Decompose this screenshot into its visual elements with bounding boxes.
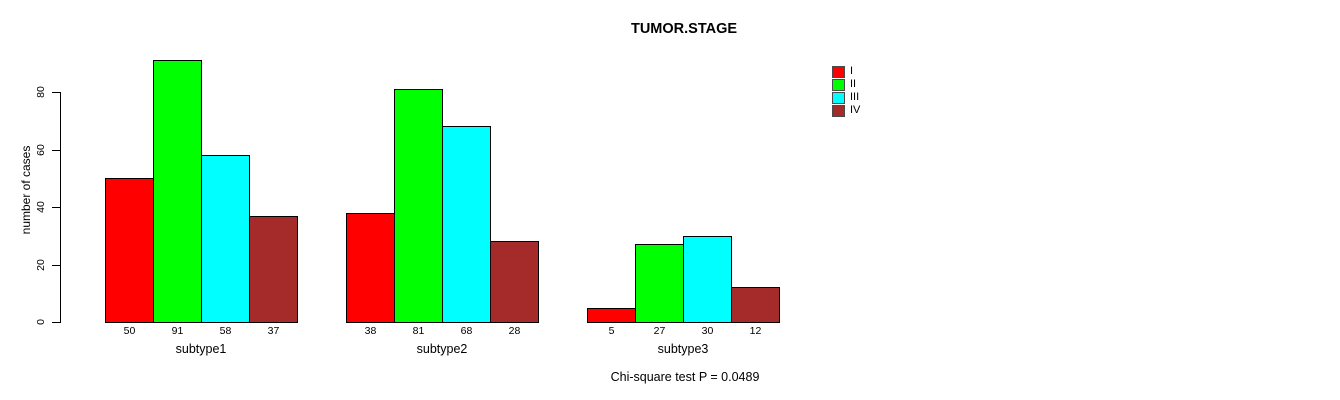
legend-swatch-IV	[832, 104, 845, 117]
chart-title: TUMOR.STAGE	[630, 21, 738, 37]
legend-label: II	[850, 78, 857, 90]
bar-subtype3-III	[683, 236, 732, 323]
y-axis-label: number of cases	[19, 145, 33, 235]
y-tick-label: 60	[35, 144, 47, 156]
legend-label: IV	[850, 104, 861, 116]
bar-subtype3-I	[587, 308, 636, 323]
bar-value-label: 37	[267, 325, 280, 337]
bar-subtype1-III	[201, 155, 250, 323]
bar-subtype3-IV	[731, 287, 780, 323]
bar-value-label: 30	[701, 325, 714, 337]
legend: I II III IV	[832, 65, 860, 117]
y-tick-label: 80	[35, 86, 47, 98]
legend-label: I	[850, 65, 854, 77]
bar-value-label: 81	[412, 325, 425, 337]
legend-swatch-I	[832, 65, 845, 78]
bar-value-label: 38	[364, 325, 377, 337]
legend-item-I: I	[832, 65, 860, 78]
legend-swatch-II	[832, 78, 845, 91]
category-label-subtype1: subtype1	[175, 342, 227, 356]
y-tick-mark	[52, 265, 60, 266]
y-tick-mark	[52, 207, 60, 208]
bar-subtype2-II	[394, 89, 443, 323]
y-tick-mark	[52, 150, 60, 151]
bar-value-label: 27	[653, 325, 666, 337]
bar-subtype2-I	[346, 213, 395, 323]
legend-swatch-III	[832, 91, 845, 104]
annotation-chi-square: Chi-square test P = 0.0489	[610, 370, 760, 384]
bar-value-label: 50	[123, 325, 136, 337]
bar-value-label: 28	[508, 325, 521, 337]
bar-value-label: 58	[219, 325, 232, 337]
category-label-subtype2: subtype2	[416, 342, 468, 356]
y-axis-line	[60, 92, 61, 323]
bar-subtype2-IV	[490, 241, 539, 323]
bar-value-label: 91	[171, 325, 184, 337]
y-tick-label: 0	[35, 319, 47, 325]
bar-subtype1-II	[153, 60, 202, 323]
y-tick-mark	[52, 92, 60, 93]
legend-label: III	[850, 91, 860, 103]
bar-subtype1-IV	[249, 216, 298, 323]
bar-value-label: 5	[608, 325, 615, 337]
y-tick-label: 20	[35, 259, 47, 271]
legend-item-III: III	[832, 91, 860, 104]
legend-item-IV: IV	[832, 104, 860, 117]
y-tick-label: 40	[35, 201, 47, 213]
category-label-subtype3: subtype3	[657, 342, 709, 356]
y-tick-mark	[52, 322, 60, 323]
bar-value-label: 68	[460, 325, 473, 337]
bar-subtype1-I	[105, 178, 154, 323]
bar-value-label: 12	[749, 325, 762, 337]
legend-item-II: II	[832, 78, 860, 91]
bar-subtype3-II	[635, 244, 684, 323]
bar-subtype2-III	[442, 126, 491, 323]
